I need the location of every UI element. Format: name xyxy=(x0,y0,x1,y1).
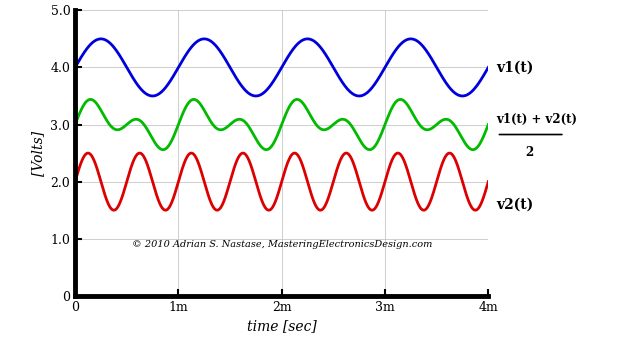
Text: v2(t): v2(t) xyxy=(496,197,534,212)
Text: 2: 2 xyxy=(525,146,534,159)
X-axis label: time [sec]: time [sec] xyxy=(247,319,317,333)
Text: © 2010 Adrian S. Nastase, MasteringElectronicsDesign.com: © 2010 Adrian S. Nastase, MasteringElect… xyxy=(131,240,432,249)
Text: v1(t): v1(t) xyxy=(496,61,534,74)
Y-axis label: [Volts]: [Volts] xyxy=(31,130,45,176)
Text: v1(t) + v2(t): v1(t) + v2(t) xyxy=(496,113,578,126)
